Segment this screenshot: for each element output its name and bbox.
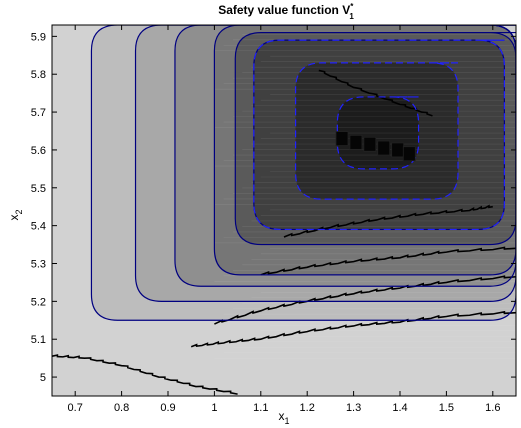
dashed-contour: [336, 96, 420, 170]
y-axis-label-main: x: [7, 215, 21, 221]
dashed-contour: [253, 39, 505, 231]
boundary-curve: [190, 310, 516, 348]
x-tick-label: 1.5: [439, 402, 454, 414]
y-tick-label: 5.6: [31, 145, 46, 157]
boundary-curve: [214, 275, 516, 325]
dark-point: [349, 134, 363, 150]
boundary-curve: [260, 246, 516, 276]
dark-points: [335, 131, 416, 162]
y-tick-label: 5.1: [31, 334, 46, 346]
chart-title-sup: *: [350, 2, 354, 11]
boundary-curve: [283, 204, 493, 238]
x-tick-label: 1.1: [253, 402, 268, 414]
x-axis-label: x1: [278, 409, 289, 426]
x-tick-label: 1: [211, 402, 217, 414]
plot-frame: [51, 24, 517, 397]
dashed-contour: [295, 62, 459, 200]
plot-area: [52, 25, 516, 396]
x-axis-ticks: 0.7 0.8 0.9 1 1.1 1.2 1.3 1.4 1.5 1.6: [68, 25, 500, 414]
x-tick-label: 0.7: [68, 402, 83, 414]
x-tick-label: 1.2: [300, 402, 315, 414]
x-tick-label: 1.6: [485, 402, 500, 414]
chart-title-sub: 1: [349, 12, 354, 21]
y-axis-ticks: 5 5.1 5.2 5.3 5.4 5.5 5.6 5.7 5.8 5.9: [31, 31, 516, 384]
y-axis-label-sub: 2: [14, 209, 24, 214]
chart-title-main: Safety value function V: [218, 3, 350, 17]
boundary-curves: [52, 69, 516, 395]
y-tick-label: 5.7: [31, 107, 46, 119]
y-tick-label: 5.3: [31, 259, 46, 271]
boundary-curve: [52, 354, 238, 395]
dark-point: [377, 140, 391, 156]
dark-point: [335, 131, 349, 146]
x-tick-label: 1.3: [346, 402, 361, 414]
x-axis-label-main: x: [278, 409, 284, 423]
y-tick-label: 5.8: [31, 69, 46, 81]
y-tick-label: 5.5: [31, 183, 46, 195]
contour-lines: [90, 25, 516, 321]
solid-contour: [234, 31, 516, 246]
x-tick-label: 0.9: [160, 402, 175, 414]
x-axis-label-sub: 1: [284, 416, 289, 426]
y-tick-label: 5.9: [31, 31, 46, 43]
y-tick-label: 5.2: [31, 296, 46, 308]
x-tick-label: 1.4: [392, 402, 407, 414]
dark-point: [402, 146, 416, 162]
y-axis-label: x2: [7, 209, 24, 220]
y-tick-label: 5.4: [31, 221, 46, 233]
solid-contour: [213, 25, 516, 276]
boundary-curve: [318, 69, 433, 117]
y-tick-label: 5: [40, 372, 46, 384]
dark-point: [363, 136, 377, 152]
x-tick-label: 0.8: [114, 402, 129, 414]
dark-point: [391, 142, 405, 158]
chart-title: Safety value function V* 1: [218, 2, 354, 21]
